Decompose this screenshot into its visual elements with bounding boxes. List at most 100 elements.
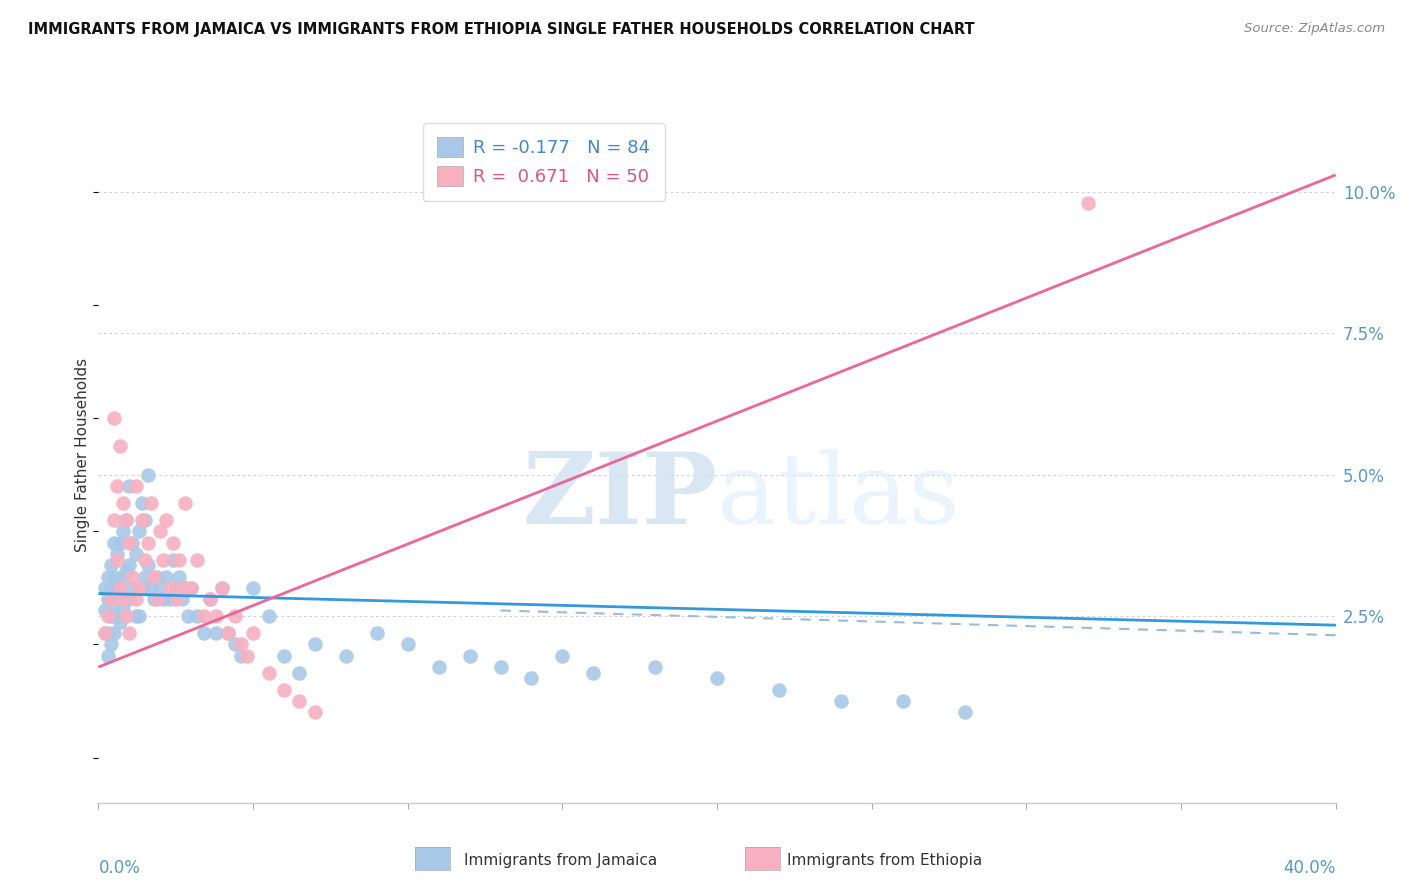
Point bbox=[131, 513, 153, 527]
Point bbox=[103, 513, 125, 527]
Point bbox=[304, 706, 326, 720]
Point bbox=[551, 648, 574, 663]
Point bbox=[167, 552, 190, 566]
Point bbox=[174, 496, 197, 510]
Point bbox=[186, 552, 208, 566]
Point bbox=[273, 648, 295, 663]
Point bbox=[143, 592, 166, 607]
Point bbox=[143, 569, 166, 583]
Text: Immigrants from Ethiopia: Immigrants from Ethiopia bbox=[787, 854, 983, 868]
Point bbox=[224, 609, 246, 624]
Point bbox=[93, 581, 115, 595]
Point bbox=[217, 626, 239, 640]
Point bbox=[118, 479, 141, 493]
Point bbox=[97, 648, 120, 663]
Point bbox=[124, 592, 146, 607]
Point bbox=[118, 592, 141, 607]
Point bbox=[211, 581, 233, 595]
Point bbox=[115, 609, 138, 624]
Text: Immigrants from Jamaica: Immigrants from Jamaica bbox=[464, 854, 657, 868]
Point bbox=[177, 609, 200, 624]
Point bbox=[115, 513, 138, 527]
Text: atlas: atlas bbox=[717, 449, 960, 544]
Point bbox=[115, 592, 138, 607]
Point bbox=[520, 671, 543, 685]
Point bbox=[136, 467, 159, 482]
Point bbox=[108, 581, 131, 595]
Point bbox=[170, 581, 193, 595]
Point bbox=[366, 626, 388, 640]
Point bbox=[211, 581, 233, 595]
Point bbox=[103, 598, 125, 612]
Point bbox=[97, 592, 120, 607]
Point bbox=[93, 626, 115, 640]
Point bbox=[105, 609, 128, 624]
Point bbox=[105, 547, 128, 561]
Text: 0.0%: 0.0% bbox=[98, 859, 141, 878]
Point bbox=[229, 648, 252, 663]
Point bbox=[304, 637, 326, 651]
Point bbox=[97, 569, 120, 583]
Point bbox=[217, 626, 239, 640]
Point bbox=[124, 547, 146, 561]
Point bbox=[118, 626, 141, 640]
Point bbox=[582, 665, 605, 680]
Point bbox=[100, 558, 122, 573]
Point bbox=[186, 609, 208, 624]
Point bbox=[103, 411, 125, 425]
Point bbox=[236, 648, 259, 663]
Point bbox=[198, 592, 221, 607]
Point bbox=[458, 648, 481, 663]
Point bbox=[193, 609, 215, 624]
Point bbox=[155, 569, 177, 583]
Point bbox=[273, 682, 295, 697]
Point bbox=[830, 694, 852, 708]
Point bbox=[121, 569, 143, 583]
Point bbox=[124, 479, 146, 493]
Point bbox=[136, 558, 159, 573]
Point bbox=[644, 660, 666, 674]
Point bbox=[159, 581, 181, 595]
Point bbox=[128, 609, 150, 624]
Point bbox=[146, 569, 169, 583]
Point bbox=[134, 569, 156, 583]
Point bbox=[103, 626, 125, 640]
Point bbox=[128, 524, 150, 539]
Point bbox=[112, 496, 135, 510]
Point bbox=[103, 569, 125, 583]
Point bbox=[155, 513, 177, 527]
Point bbox=[97, 609, 120, 624]
Point bbox=[118, 535, 141, 549]
Point bbox=[108, 615, 131, 629]
Point bbox=[100, 592, 122, 607]
Point bbox=[489, 660, 512, 674]
Point bbox=[139, 581, 162, 595]
Point bbox=[170, 592, 193, 607]
Point bbox=[891, 694, 914, 708]
Point bbox=[100, 637, 122, 651]
Point bbox=[131, 496, 153, 510]
Point bbox=[162, 535, 184, 549]
Point bbox=[180, 581, 202, 595]
Point bbox=[396, 637, 419, 651]
Point bbox=[335, 648, 357, 663]
Point bbox=[174, 581, 197, 595]
Point bbox=[136, 535, 159, 549]
Point bbox=[134, 552, 156, 566]
Point bbox=[103, 535, 125, 549]
Point bbox=[165, 592, 187, 607]
Point bbox=[159, 592, 181, 607]
Point bbox=[706, 671, 728, 685]
Point bbox=[257, 609, 280, 624]
Point bbox=[100, 609, 122, 624]
Text: Source: ZipAtlas.com: Source: ZipAtlas.com bbox=[1244, 22, 1385, 36]
Point bbox=[93, 626, 115, 640]
Point bbox=[146, 592, 169, 607]
Point bbox=[134, 513, 156, 527]
Point bbox=[288, 665, 311, 680]
Text: IMMIGRANTS FROM JAMAICA VS IMMIGRANTS FROM ETHIOPIA SINGLE FATHER HOUSEHOLDS COR: IMMIGRANTS FROM JAMAICA VS IMMIGRANTS FR… bbox=[28, 22, 974, 37]
Point bbox=[1077, 196, 1099, 211]
Point bbox=[768, 682, 790, 697]
Point bbox=[128, 581, 150, 595]
Point bbox=[118, 558, 141, 573]
